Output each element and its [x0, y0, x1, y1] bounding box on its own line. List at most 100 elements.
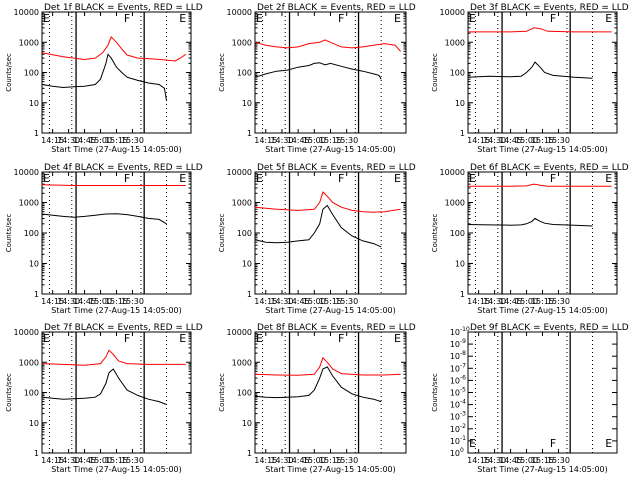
y-tick-label: 1000 [232, 358, 252, 367]
series-line-black [41, 53, 167, 101]
x-tick-label: 15:15 [531, 456, 554, 465]
x-tick-label: 14:45 [287, 456, 310, 465]
interval-marker: E [256, 332, 263, 345]
panel-title: Det 5f BLACK = Events, RED = LLD [257, 163, 416, 173]
interval-marker: F [124, 12, 130, 25]
x-tick-label: 15:15 [531, 297, 554, 306]
y-tick-label: 100 [450, 229, 465, 238]
x-tick-label: 14:30 [270, 297, 293, 306]
y-tick-label: 1000 [445, 38, 465, 47]
plot-frame [467, 11, 618, 134]
interval-marker: E [179, 12, 186, 25]
y-tick-label: 100 [450, 69, 465, 78]
y-tick-label: 10 [450, 413, 460, 422]
plot-frame [254, 11, 407, 134]
x-tick-label: 14:15 [41, 297, 64, 306]
y-tick-label: 10 [450, 340, 460, 349]
y-axis-label: Counts/sec [431, 53, 439, 92]
y-tick-label: 100 [237, 389, 252, 398]
x-tick-label: 14:15 [467, 297, 490, 306]
x-tick-label: 14:30 [483, 456, 506, 465]
interval-marker: E [256, 172, 263, 185]
plot-frame [41, 331, 192, 454]
x-tick-label: 15:15 [319, 136, 342, 145]
x-tick-label: 15:15 [105, 456, 128, 465]
plot-frame [254, 171, 407, 295]
y-tick-label: 1000 [232, 199, 252, 208]
panel-9: Det 9f BLACK = Events, RED = LLD14:1514:… [431, 323, 629, 474]
y-tick-label: 1000 [19, 358, 39, 367]
x-tick-label: 15:00 [303, 297, 326, 306]
interval-marker: E [43, 172, 50, 185]
x-tick-label: 15:00 [515, 297, 538, 306]
x-tick-label: 15:15 [531, 136, 554, 145]
interval-marker: E [605, 437, 612, 450]
y-tick-exponent: -4 [460, 399, 466, 406]
plot-frame [467, 331, 618, 454]
x-tick-label: 15:30 [335, 456, 358, 465]
x-axis-label: Start Time (27-Aug-15 14:05:00) [265, 145, 396, 154]
plot-frame [467, 171, 618, 295]
x-axis-label: Start Time (27-Aug-15 14:05:00) [51, 145, 182, 154]
x-tick-label: 15:30 [121, 456, 144, 465]
y-tick-label: 1 [247, 129, 252, 138]
x-axis-label: Start Time (27-Aug-15 14:05:00) [265, 465, 396, 474]
series-line-red [254, 356, 401, 376]
interval-marker: E [394, 12, 401, 25]
y-axis-label: Counts/sec [5, 214, 13, 253]
x-tick-label: 15:30 [335, 297, 358, 306]
y-tick-exponent: -7 [460, 362, 466, 369]
x-tick-label: 14:15 [254, 136, 277, 145]
panel-title: Det 6f BLACK = Events, RED = LLD [470, 163, 629, 173]
y-tick-label: 1 [34, 290, 39, 299]
y-tick-label: 10000 [14, 8, 39, 17]
interval-marker: F [550, 172, 556, 185]
y-tick-label: 10000 [227, 168, 252, 177]
y-tick-label: 10 [450, 328, 460, 337]
panel-1: Det 1f BLACK = Events, RED = LLD14:1514:… [5, 3, 203, 154]
interval-marker: E [179, 172, 186, 185]
y-tick-label: 10 [29, 99, 39, 108]
x-axis-label: Start Time (27-Aug-15 14:05:00) [477, 145, 608, 154]
x-tick-label: 15:00 [89, 297, 112, 306]
interval-marker: E [394, 332, 401, 345]
y-tick-label: 10 [455, 260, 465, 269]
panel-title: Det 3f BLACK = Events, RED = LLD [470, 3, 629, 13]
panel-3: Det 3f BLACK = Events, RED = LLD 14:1514:… [431, 3, 629, 154]
x-tick-label: 15:15 [319, 456, 342, 465]
y-tick-label: 100 [24, 229, 39, 238]
interval-marker: F [338, 12, 344, 25]
x-tick-label: 14:15 [41, 456, 64, 465]
x-tick-label: 15:00 [303, 456, 326, 465]
x-tick-label: 14:30 [483, 136, 506, 145]
y-tick-label: 100 [237, 69, 252, 78]
panel-8: Det 8f BLACK = Events, RED = LLD14:1514:… [218, 323, 416, 474]
y-tick-label: 10 [455, 99, 465, 108]
y-tick-label: 10 [29, 260, 39, 269]
series-line-black [254, 204, 382, 248]
interval-marker: E [43, 332, 50, 345]
x-axis-label: Start Time (27-Aug-15 14:05:00) [477, 306, 608, 315]
y-tick-label: 10000 [227, 8, 252, 17]
interval-marker: F [124, 172, 130, 185]
y-tick-label: 1 [247, 290, 252, 299]
x-tick-label: 15:00 [515, 136, 538, 145]
y-axis-label: Counts/sec [218, 53, 226, 92]
x-tick-label: 14:30 [57, 456, 80, 465]
series-line-red [41, 35, 186, 62]
y-tick-label: 10 [450, 376, 460, 385]
y-tick-exponent: -2 [460, 423, 466, 430]
x-tick-label: 15:15 [105, 297, 128, 306]
series-line-red [254, 191, 401, 213]
x-tick-label: 14:15 [467, 136, 490, 145]
x-tick-label: 15:30 [547, 297, 570, 306]
y-tick-exponent: -9 [460, 338, 466, 345]
y-tick-exponent: 0 [460, 447, 464, 454]
y-tick-label: 10000 [440, 168, 465, 177]
y-tick-label: 1 [460, 129, 465, 138]
y-tick-label: 100 [24, 389, 39, 398]
x-tick-label: 15:30 [121, 297, 144, 306]
interval-marker: F [550, 437, 556, 450]
x-tick-label: 14:45 [499, 456, 522, 465]
